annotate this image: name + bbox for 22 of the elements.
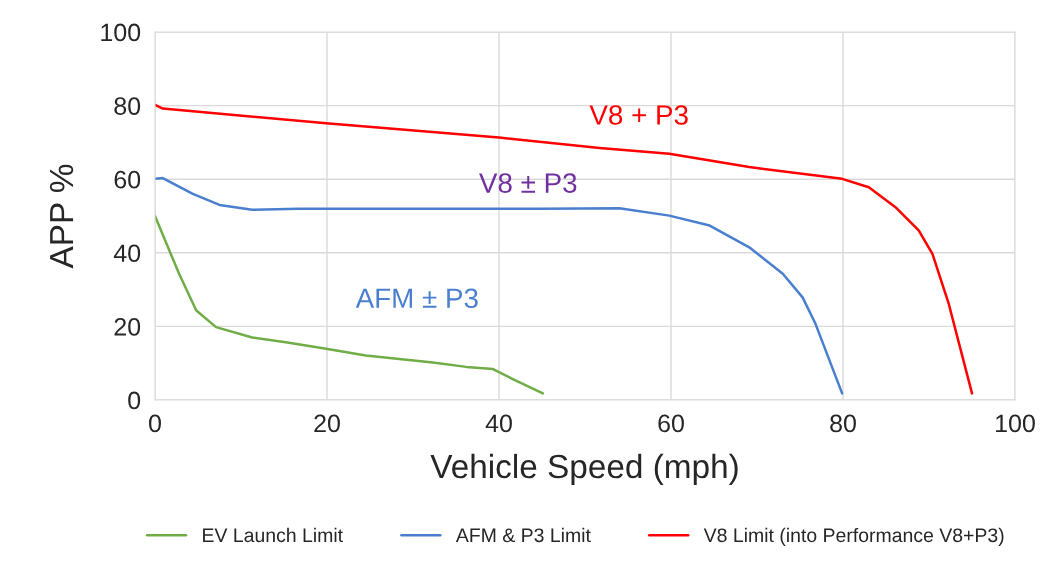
annotation: AFM ± P3 [355,288,478,309]
y-axis-title: APP % [49,164,74,269]
line-series [155,103,974,395]
x-tick-label: 100 [996,414,1035,433]
legend-label: EV Launch Limit [203,527,343,543]
annotation: V8 ± P3 [479,173,577,193]
x-axis-title: Vehicle Speed (mph) [430,453,738,485]
x-tick-label: 80 [830,414,856,433]
annotation: V8 + P3 [589,105,688,125]
x-tick-label: 40 [485,414,512,433]
x-tick-label: 60 [658,414,684,433]
line-series [155,214,545,395]
x-tick-label: 20 [314,414,340,433]
y-tick-label: 40 [113,244,141,263]
y-tick-label: 0 [128,391,141,410]
legend-label: V8 Limit (into Performance V8+P3) [703,527,1004,546]
y-tick-label: 100 [101,23,141,42]
x-tick-label: 0 [149,414,161,433]
y-tick-label: 80 [114,97,141,115]
y-tick-label: 20 [114,318,141,336]
legend-label: AFM & P3 Limit [455,527,591,543]
y-tick-label: 60 [114,170,141,189]
